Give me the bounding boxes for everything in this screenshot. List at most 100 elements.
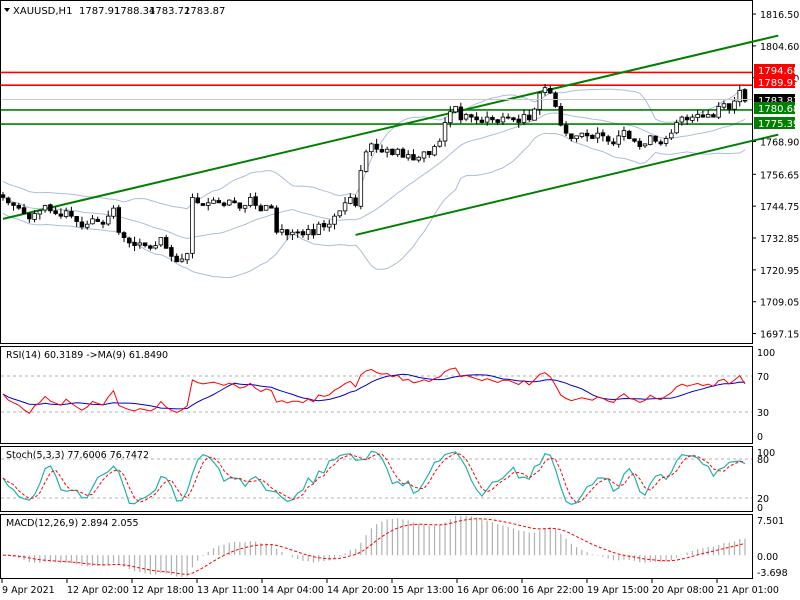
candle-bull xyxy=(621,130,627,137)
candle-bull xyxy=(721,103,727,108)
candle-bull xyxy=(337,210,343,217)
tag-green-lower-text: 1775.39 xyxy=(758,119,799,130)
candle-bull xyxy=(669,132,674,139)
candle-bear xyxy=(169,247,174,257)
candle-bear xyxy=(0,194,6,198)
stoch-main-line xyxy=(2,450,746,505)
candle-bear xyxy=(69,210,74,217)
candle-bull xyxy=(158,237,164,246)
bollinger-bands xyxy=(2,88,746,279)
candle-bear xyxy=(390,148,395,155)
candle-bull xyxy=(279,229,285,233)
macd-tick-low: -3.698 xyxy=(757,568,788,579)
ohlc-open: 1787.91 xyxy=(79,6,120,17)
candle-bear xyxy=(321,223,327,228)
candle-bear xyxy=(127,237,132,244)
candle-bear xyxy=(258,205,264,212)
candle-bear xyxy=(626,130,632,139)
time-axis: 9 Apr 2021 12 Apr 02:00 12 Apr 18:00 13 Apr… xyxy=(1,579,779,596)
horizontal-levels[interactable] xyxy=(1,71,752,125)
candle-bear xyxy=(216,200,222,204)
channel-upper-line xyxy=(2,34,779,220)
candle-bear xyxy=(284,229,290,236)
candle-bull xyxy=(42,205,48,211)
candle-bull xyxy=(106,215,111,225)
candle-bear xyxy=(584,132,590,137)
candle-bull xyxy=(716,106,721,118)
stoch-label: Stoch(5,3,3) 77.6006 76.7472 xyxy=(6,450,149,461)
time-tick-label: 16 Apr 22:00 xyxy=(522,585,584,596)
price-tick-label: 1816.50 xyxy=(760,10,799,21)
candle-bear xyxy=(548,87,553,94)
time-tick-label: 14 Apr 20:00 xyxy=(327,585,389,596)
candle-bear xyxy=(605,136,611,142)
candle-bull xyxy=(242,205,248,209)
macd-label: MACD(12,26,9) 2.894 2.055 xyxy=(6,518,139,529)
stoch-tick-100: 100 xyxy=(757,448,775,459)
candle-bear xyxy=(253,196,258,206)
chart-header: XAUUSD,H1 1787.91 1788.34 1783.72 1783.8… xyxy=(4,6,225,17)
candle-bear xyxy=(74,216,79,222)
candle-bear xyxy=(21,207,27,214)
candle-bear xyxy=(232,200,237,204)
candle-bear xyxy=(374,143,379,150)
ohlc-low: 1783.72 xyxy=(149,6,190,17)
stoch-tick-80: 80 xyxy=(757,455,769,466)
bollinger-lower xyxy=(2,132,746,279)
candle-bull xyxy=(690,116,695,121)
time-tick-label: 12 Apr 18:00 xyxy=(132,585,194,596)
candle-bull xyxy=(521,114,527,123)
candle-bear xyxy=(48,204,53,212)
candle-bull xyxy=(705,114,711,118)
candle-bear xyxy=(100,221,106,225)
candle-bull xyxy=(37,210,43,215)
candle-bull xyxy=(500,116,506,123)
macd-tick-high: 7.501 xyxy=(757,516,784,527)
candle-bull xyxy=(211,199,216,204)
tag-red-second-text: 1789.93 xyxy=(758,78,799,89)
candle-bear xyxy=(121,232,127,238)
candle-bull xyxy=(663,138,669,144)
candle-bear xyxy=(400,148,406,158)
candle-bull xyxy=(316,223,321,235)
candle-bull xyxy=(595,132,600,139)
trend-lines[interactable] xyxy=(2,34,779,236)
price-tick-label: 1697.15 xyxy=(760,330,799,341)
candle-bull xyxy=(737,89,742,103)
candle-bull xyxy=(437,140,443,147)
ohlc-high: 1788.34 xyxy=(114,6,155,17)
candle-bear xyxy=(611,141,616,145)
level-tags: 1794.68 1789.93 1783.87 1780.68 1775.39 xyxy=(754,64,799,130)
candle-bear xyxy=(516,118,521,123)
stoch-tick-20: 20 xyxy=(757,494,769,505)
candle-bear xyxy=(116,207,122,233)
price-tick-label: 1732.85 xyxy=(760,234,799,245)
candle-bear xyxy=(427,150,432,155)
tag-green-lower xyxy=(754,117,795,129)
candle-bear xyxy=(6,197,11,204)
symbol-label: XAUUSD,H1 xyxy=(13,6,72,17)
candlesticks xyxy=(0,84,748,264)
candle-bull xyxy=(205,202,211,206)
macd-tick-zero: 0.00 xyxy=(757,552,778,563)
candle-bear xyxy=(221,202,227,206)
candle-bear xyxy=(590,134,595,139)
candle-bull xyxy=(184,253,190,261)
candle-bull xyxy=(616,135,621,145)
candle-bear xyxy=(27,213,32,220)
candle-bull xyxy=(674,122,679,134)
macd-pane: MACD(12,26,9) 2.894 2.055 7.501 0.00 -3.… xyxy=(2,515,788,579)
candle-bear xyxy=(600,132,606,137)
candle-bear xyxy=(311,229,316,236)
time-tick-label: 21 Apr 01:00 xyxy=(717,585,779,596)
pane-frames xyxy=(0,0,753,579)
candle-bear xyxy=(53,210,58,214)
candle-bull xyxy=(421,151,427,159)
macd-pane-frame xyxy=(0,514,753,579)
candle-bull xyxy=(732,100,737,110)
rsi-pane-frame xyxy=(0,346,753,444)
dropdown-triangle-icon[interactable] xyxy=(4,8,10,12)
time-tick-label: 13 Apr 11:00 xyxy=(197,585,259,596)
candle-bear xyxy=(16,204,22,209)
